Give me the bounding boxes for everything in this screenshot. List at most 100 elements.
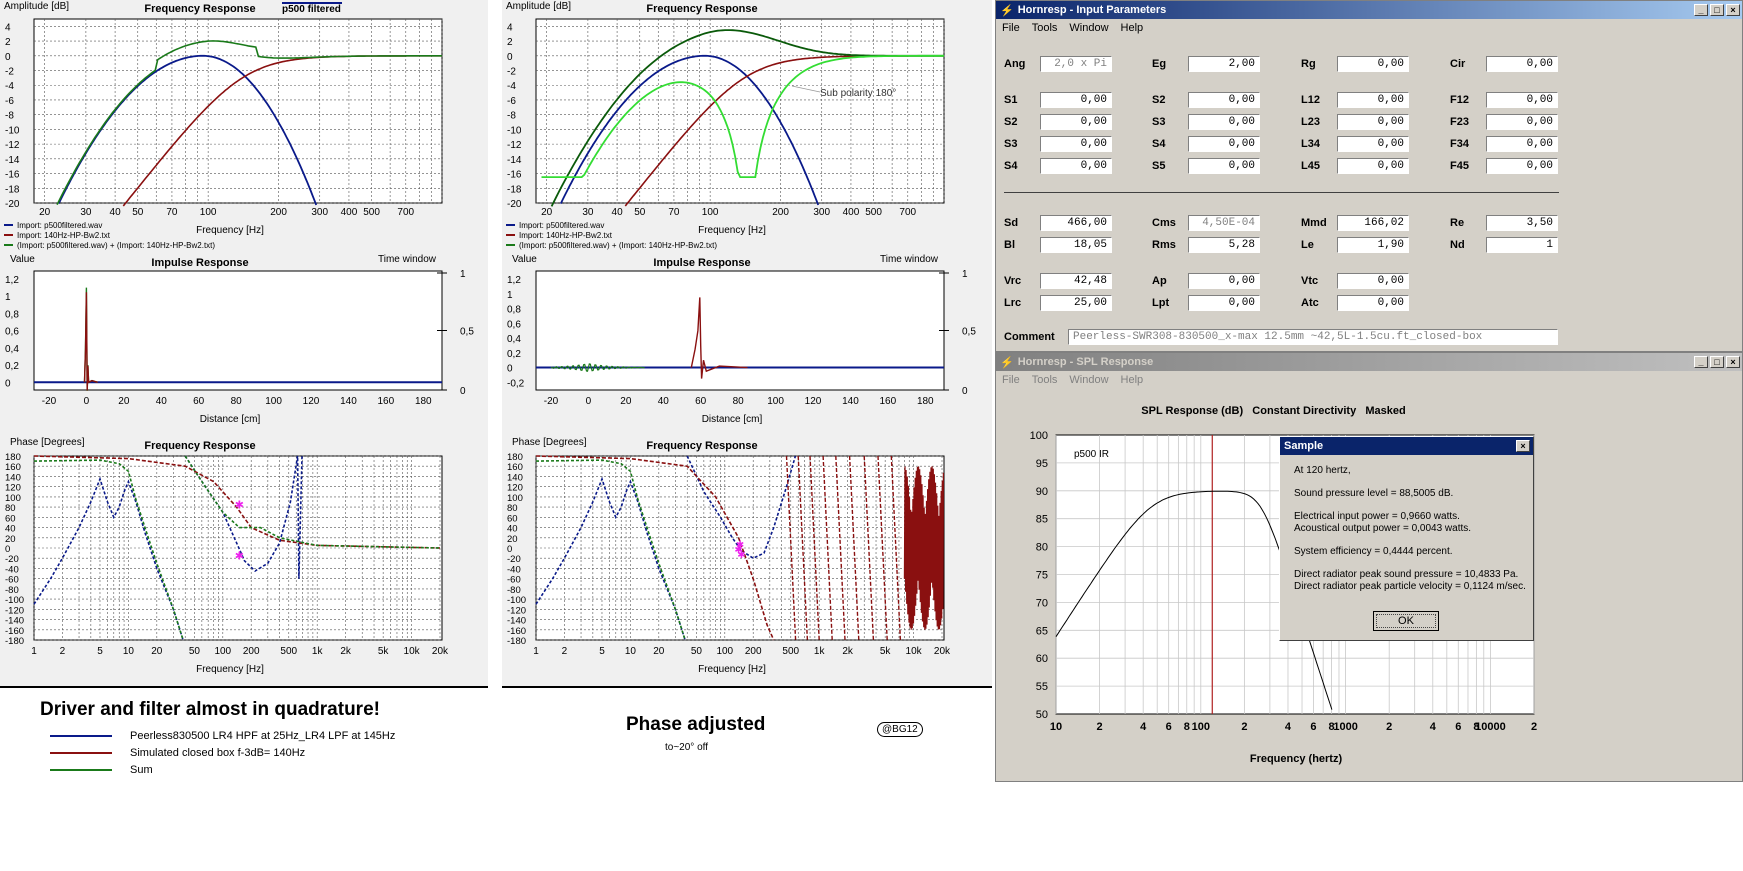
tick-label: -12 xyxy=(507,140,522,151)
param-field-s4[interactable]: 0,00 xyxy=(1188,136,1260,152)
tick-label: -18 xyxy=(507,184,522,195)
param-field-s3[interactable]: 0,00 xyxy=(1188,114,1260,130)
param-field-cms[interactable]: 4,50E-04 xyxy=(1188,215,1260,231)
menu-help[interactable]: Help xyxy=(1120,22,1144,34)
tick-label: 200 xyxy=(745,646,762,657)
param-field-ap[interactable]: 0,00 xyxy=(1188,273,1260,289)
tick-label: 180 xyxy=(507,452,523,463)
param-field-l34[interactable]: 0,00 xyxy=(1337,136,1409,152)
maximize-button[interactable]: □ xyxy=(1710,4,1724,16)
tick-label: 0 xyxy=(5,378,11,389)
menu-file[interactable]: File xyxy=(1002,22,1020,34)
tick-label: 120 xyxy=(5,483,21,494)
menu-window[interactable]: Window xyxy=(1069,22,1109,34)
tick-label: -140 xyxy=(5,616,24,627)
param-field-rms[interactable]: 5,28 xyxy=(1188,237,1260,253)
tick-label: 500 xyxy=(280,646,297,657)
param-field-vrc[interactable]: 42,48 xyxy=(1040,273,1112,289)
param-field-s2[interactable]: 0,00 xyxy=(1188,92,1260,108)
menu-file[interactable]: File xyxy=(1002,374,1020,386)
tick-label: 1 xyxy=(962,269,968,280)
tick-label: 20 xyxy=(151,646,163,657)
tick-label: 40 xyxy=(507,524,518,535)
axis-label: Frequency [Hz] xyxy=(698,664,766,675)
param-field-lpt[interactable]: 0,00 xyxy=(1188,295,1260,311)
tick-label: 100 xyxy=(767,396,784,407)
param-field-cir[interactable]: 0,00 xyxy=(1486,56,1558,72)
legend-label: Peerless830500 LR4 HPF at 25Hz_LR4 LPF a… xyxy=(130,729,396,742)
window-titlebar[interactable]: ⚡ Hornresp - Input Parameters _ □ × xyxy=(996,1,1742,19)
param-field-s5[interactable]: 0,00 xyxy=(1188,158,1260,174)
param-field-nd[interactable]: 1 xyxy=(1486,237,1558,253)
window-titlebar[interactable]: ⚡ Hornresp - SPL Response _ □ × xyxy=(996,353,1742,371)
dialog-close-button[interactable]: × xyxy=(1516,440,1530,452)
tick-label: 10k xyxy=(906,646,923,657)
close-button[interactable]: × xyxy=(1726,356,1740,368)
param-field-re[interactable]: 3,50 xyxy=(1486,215,1558,231)
dialog-titlebar[interactable]: Sample × xyxy=(1280,437,1533,455)
param-label-f12: F12 xyxy=(1450,94,1469,106)
param-label-f23: F23 xyxy=(1450,116,1469,128)
axis-label: Value xyxy=(10,254,35,265)
tick-label: 160 xyxy=(378,396,395,407)
param-field-f23[interactable]: 0,00 xyxy=(1486,114,1558,130)
param-field-lrc[interactable]: 25,00 xyxy=(1040,295,1112,311)
param-field-s3[interactable]: 0,00 xyxy=(1040,136,1112,152)
tick-label: 100 xyxy=(200,207,217,218)
tick-label: -100 xyxy=(507,595,526,606)
chart-title: Impulse Response xyxy=(151,257,248,269)
close-button[interactable]: × xyxy=(1726,4,1740,16)
minimize-button[interactable]: _ xyxy=(1694,356,1708,368)
comment-field[interactable]: Peerless-SWR308-830500_x-max 12.5mm ~42,… xyxy=(1068,329,1558,345)
param-field-s4[interactable]: 0,00 xyxy=(1040,158,1112,174)
tick-label: 10 xyxy=(625,646,637,657)
param-label-bl: Bl xyxy=(1004,239,1015,251)
tick-label: -8 xyxy=(507,111,516,122)
tick-label: 75 xyxy=(1036,570,1048,582)
param-field-vtc[interactable]: 0,00 xyxy=(1337,273,1409,289)
param-field-f12[interactable]: 0,00 xyxy=(1486,92,1558,108)
tick-label: -12 xyxy=(5,140,20,151)
param-field-sd[interactable]: 466,00 xyxy=(1040,215,1112,231)
param-field-s1[interactable]: 0,00 xyxy=(1040,92,1112,108)
param-field-f45[interactable]: 0,00 xyxy=(1486,158,1558,174)
param-field-atc[interactable]: 0,00 xyxy=(1337,295,1409,311)
series-closedbox-phase xyxy=(877,455,888,641)
tick-label: 2 xyxy=(60,646,66,657)
tick-label: 100 xyxy=(1030,430,1048,442)
param-field-l23[interactable]: 0,00 xyxy=(1337,114,1409,130)
tick-label: 30 xyxy=(582,207,594,218)
menu-tools[interactable]: Tools xyxy=(1031,374,1058,386)
ok-button[interactable]: OK xyxy=(1373,611,1439,631)
tick-label: 80 xyxy=(5,503,16,514)
menu-help[interactable]: Help xyxy=(1120,374,1144,386)
param-label-s4: S4 xyxy=(1152,138,1166,150)
param-field-rg[interactable]: 0,00 xyxy=(1337,56,1409,72)
tick-label: -2 xyxy=(5,67,14,78)
tick-label: -120 xyxy=(507,605,526,616)
param-field-l12[interactable]: 0,00 xyxy=(1337,92,1409,108)
maximize-button[interactable]: □ xyxy=(1710,356,1724,368)
param-field-eg[interactable]: 2,00 xyxy=(1188,56,1260,72)
param-field-l45[interactable]: 0,00 xyxy=(1337,158,1409,174)
param-field-mmd[interactable]: 166,02 xyxy=(1337,215,1409,231)
menu-tools[interactable]: Tools xyxy=(1031,22,1058,34)
param-field-bl[interactable]: 18,05 xyxy=(1040,237,1112,253)
axis-label: Value xyxy=(512,254,537,265)
param-label-rms: Rms xyxy=(1152,239,1176,251)
tick-label: 180 xyxy=(415,396,432,407)
chart-title: Impulse Response xyxy=(653,257,750,269)
minimize-button[interactable]: _ xyxy=(1694,4,1708,16)
tick-label: -120 xyxy=(5,605,24,616)
menu-window[interactable]: Window xyxy=(1069,374,1109,386)
tick-label: 0 xyxy=(507,544,512,555)
tick-label: 0,5 xyxy=(962,327,976,338)
param-field-le[interactable]: 1,90 xyxy=(1337,237,1409,253)
tick-label: 700 xyxy=(899,207,916,218)
series-closedbox-phase xyxy=(863,455,875,641)
param-label-lrc: Lrc xyxy=(1004,297,1022,309)
param-field-ang[interactable]: 2,0 x Pi xyxy=(1040,56,1112,72)
param-field-s2[interactable]: 0,00 xyxy=(1040,114,1112,130)
param-field-f34[interactable]: 0,00 xyxy=(1486,136,1558,152)
tick-label: 60 xyxy=(695,396,707,407)
